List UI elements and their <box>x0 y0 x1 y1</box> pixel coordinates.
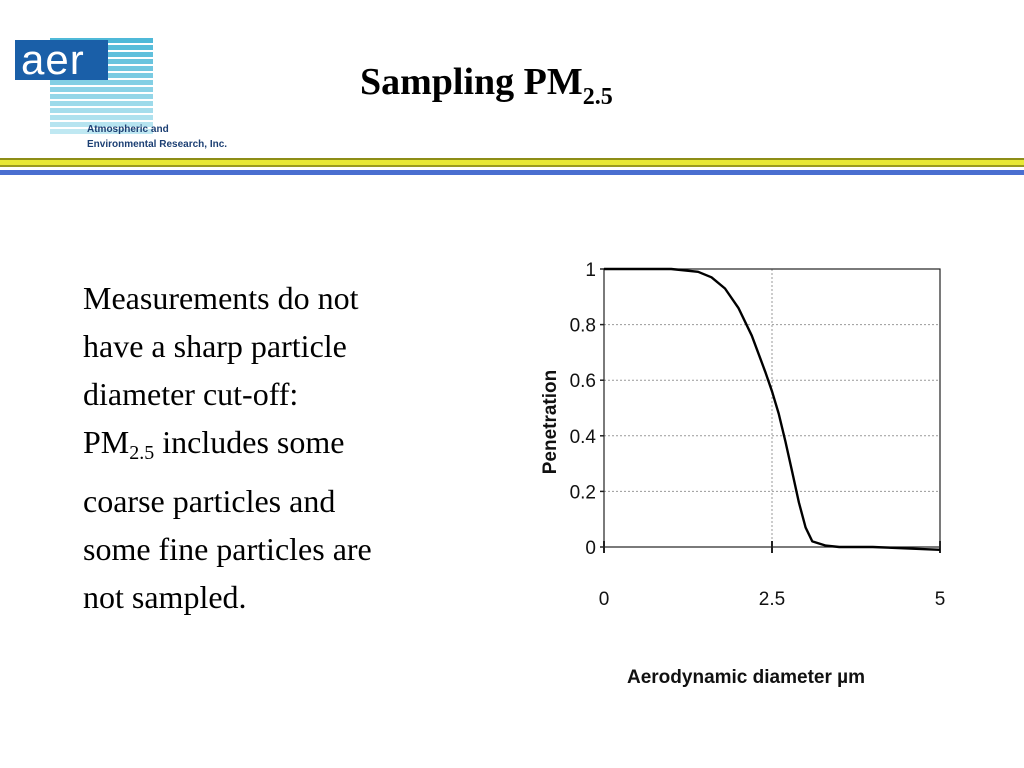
pm-suffix: includes some <box>154 424 345 460</box>
title-divider <box>0 158 1024 180</box>
y-axis-label: Penetration <box>540 370 561 475</box>
penetration-curve <box>604 267 941 551</box>
body-line: Measurements do not <box>83 280 359 316</box>
body-line: diameter cut-off: <box>83 376 299 412</box>
logo-text: aer <box>21 36 85 83</box>
y-tick-label: 0.6 <box>570 371 596 392</box>
x-tick-label: 2.5 <box>759 589 785 610</box>
x-axis-label: Aerodynamic diameter µm <box>627 667 865 688</box>
logo-name-line-2: Environmental Research, Inc. <box>87 139 228 150</box>
body-line: not sampled. <box>83 579 247 615</box>
body-text: Measurements do not have a sharp particl… <box>83 274 463 621</box>
body-line: have a sharp particle <box>83 328 347 364</box>
pm-subscript: 2.5 <box>129 442 155 464</box>
company-logo: aer Atmospheric and Environmental Resear… <box>15 36 255 153</box>
y-tick-label: 0.4 <box>570 427 597 448</box>
penetration-chart: 0 0.2 0.4 0.6 0.8 1 0 2.5 5 Penetration Aerodynami… <box>540 260 946 688</box>
y-tick-label: 0.2 <box>570 482 596 503</box>
y-tick-label: 0.8 <box>570 316 596 337</box>
title-subscript: 2.5 <box>582 84 613 110</box>
x-tick-label: 0 <box>599 589 610 610</box>
logo-box: aer <box>15 36 108 83</box>
x-tick-label: 5 <box>935 589 946 610</box>
pm-prefix: PM <box>83 424 130 460</box>
logo-name-line-1: Atmospheric and <box>87 124 169 135</box>
body-line-pm: PM2.5 includes some <box>83 418 463 477</box>
body-line: coarse particles and <box>83 483 336 519</box>
slide-title: Sampling PM2.5 <box>360 60 613 111</box>
y-tick-label: 0 <box>585 538 596 559</box>
title-main: Sampling PM <box>360 61 583 103</box>
body-line: some fine particles are <box>83 531 372 567</box>
y-tick-label: 1 <box>585 260 596 281</box>
